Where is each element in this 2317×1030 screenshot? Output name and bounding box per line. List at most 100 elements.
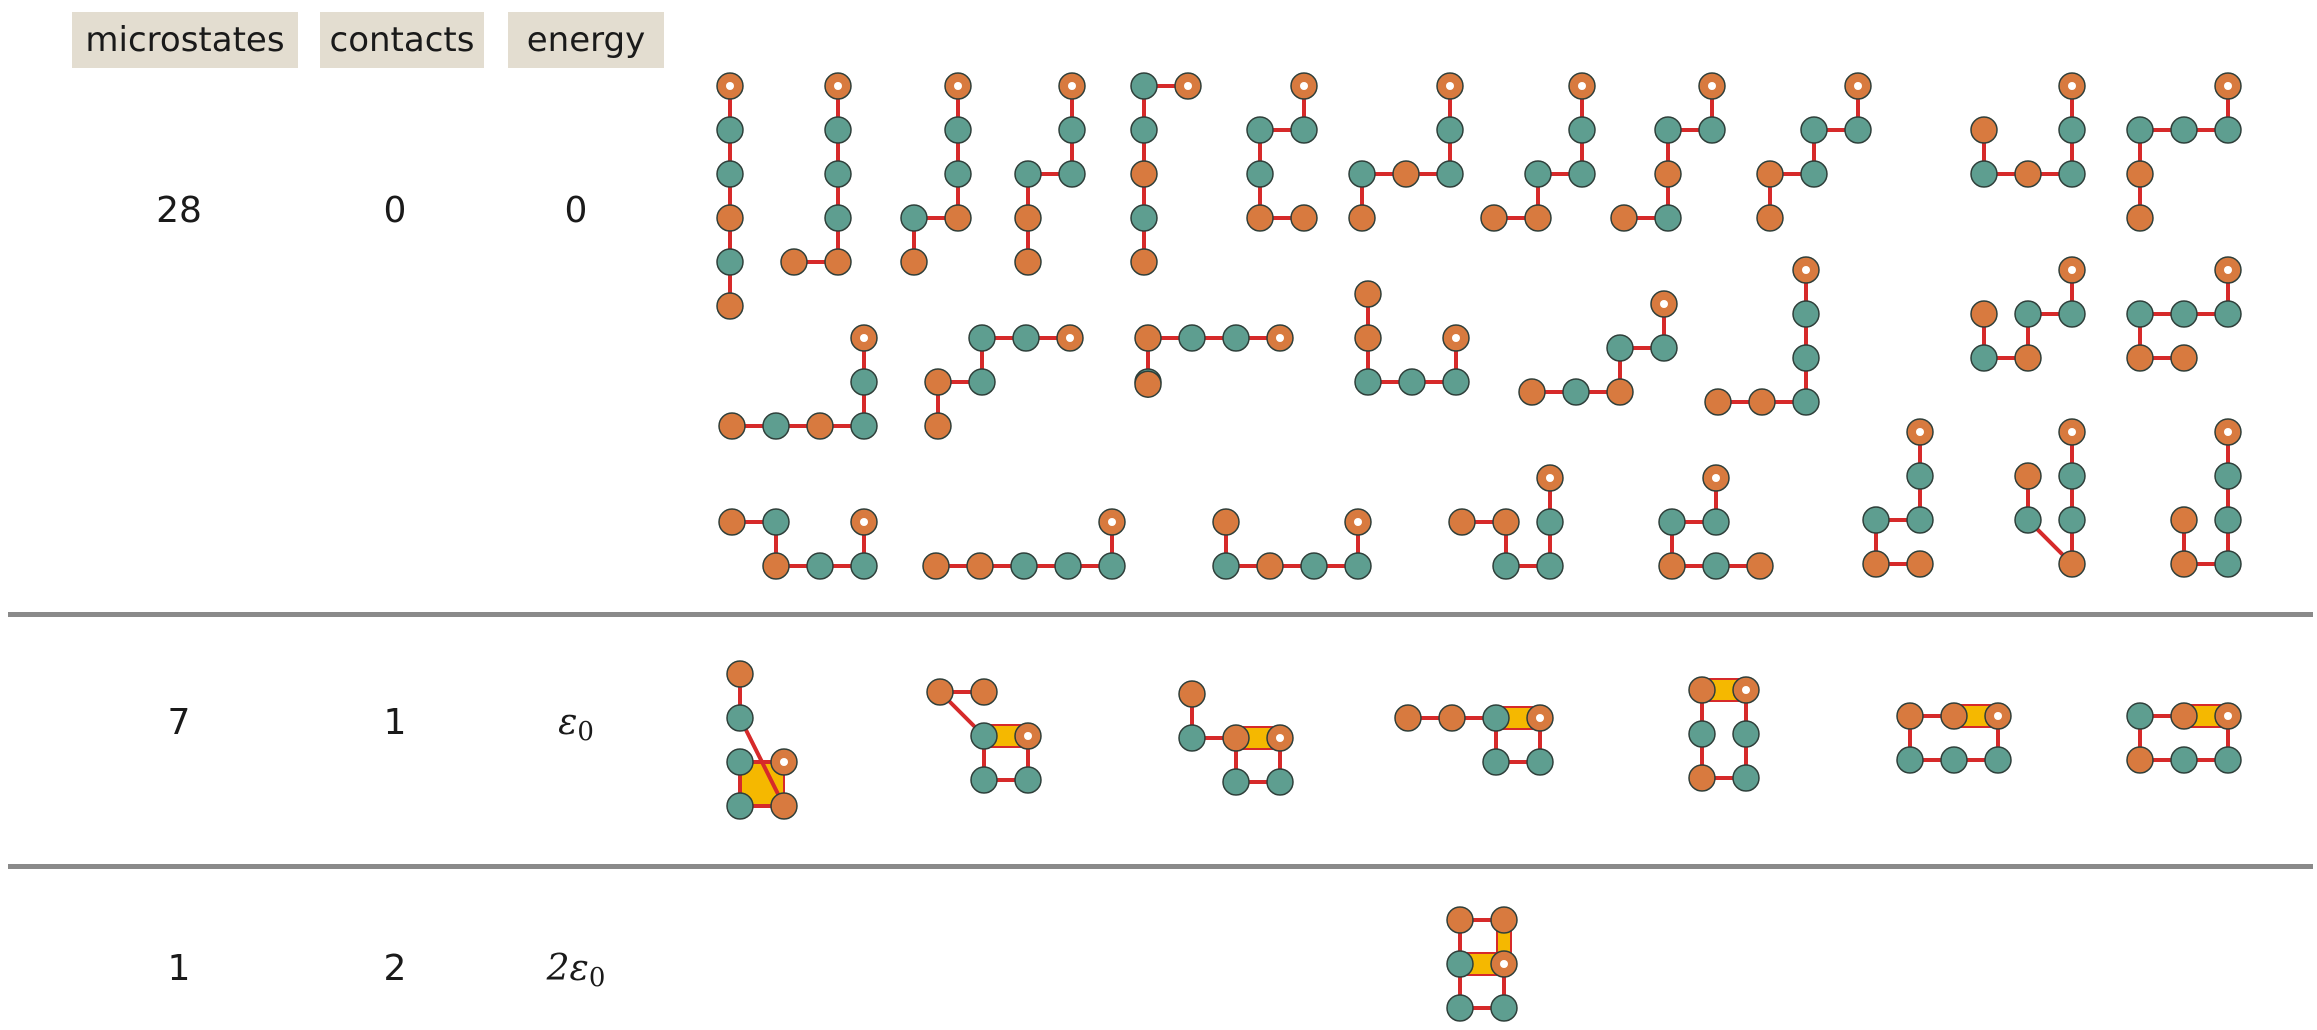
chain-end-marker	[1500, 960, 1508, 968]
conformation	[1688, 676, 1760, 792]
hydrophobic-bead	[1178, 724, 1206, 752]
conformation	[2126, 256, 2242, 372]
polar-bead	[1290, 204, 1318, 232]
backbone-bond	[738, 717, 786, 807]
polar-bead	[1354, 280, 1382, 308]
polar-bead	[2014, 344, 2042, 372]
polar-bead	[780, 248, 808, 276]
hydrophobic-bead	[1246, 160, 1274, 188]
conformation	[1448, 464, 1564, 580]
polar-bead	[2170, 702, 2198, 730]
hydrophobic-bead	[1702, 552, 1730, 580]
hydrophobic-bead	[2126, 300, 2154, 328]
hydrophobic-bead	[1844, 116, 1872, 144]
chain-end-marker	[1354, 518, 1362, 526]
hydrophobic-bead	[1446, 950, 1474, 978]
hydrophobic-bead	[1536, 508, 1564, 536]
chain-end-marker	[2224, 712, 2232, 720]
chain-end-marker	[860, 518, 868, 526]
conformation	[2126, 72, 2242, 232]
hydrophobic-bead	[806, 552, 834, 580]
polar-bead	[1896, 702, 1924, 730]
hydrophobic-bead	[1698, 116, 1726, 144]
conformation	[900, 72, 972, 276]
hydrophobic-bead	[2058, 300, 2086, 328]
hydrophobic-bead	[2170, 116, 2198, 144]
row2-energy: 2ε0	[506, 948, 646, 993]
hydrophobic-bead	[1792, 388, 1820, 416]
row2-contacts: 2	[383, 948, 407, 989]
row2-energy-coef: 2	[546, 948, 570, 989]
conformation	[1480, 72, 1596, 232]
chain-end-marker	[2068, 82, 2076, 90]
hydrophobic-bead	[1354, 368, 1382, 396]
conformation	[1014, 72, 1086, 276]
polar-bead	[966, 552, 994, 580]
hydrophobic-bead	[1896, 746, 1924, 774]
hydrophobic-bead	[850, 368, 878, 396]
conformation	[1354, 280, 1470, 396]
row2-energy-subscript: 0	[588, 963, 606, 993]
polar-bead	[1524, 204, 1552, 232]
hydrophobic-bead	[850, 552, 878, 580]
hydrophobic-bead	[1650, 334, 1678, 362]
polar-bead	[2126, 204, 2154, 232]
polar-bead	[1130, 248, 1158, 276]
hydrophobic-bead	[1984, 746, 2012, 774]
polar-bead	[1704, 388, 1732, 416]
hydrophobic-bead	[1266, 768, 1294, 796]
row-separator-2	[8, 864, 2313, 869]
hydrophobic-bead	[824, 116, 852, 144]
polar-bead	[1688, 676, 1716, 704]
hydrophobic-bead	[1524, 160, 1552, 188]
polar-bead	[2014, 160, 2042, 188]
hydrophobic-bead	[2126, 116, 2154, 144]
row0-contacts: 0	[383, 190, 407, 231]
row1-energy-subscript: 0	[577, 717, 594, 747]
conformation	[2014, 418, 2086, 578]
hydrophobic-bead	[1526, 748, 1554, 776]
hydrophobic-bead	[2014, 506, 2042, 534]
hydrophobic-bead	[1058, 160, 1086, 188]
hydrophobic-bead	[2126, 702, 2154, 730]
chain-end-marker	[1802, 266, 1810, 274]
chain-end-marker	[1108, 518, 1116, 526]
chain-end-marker	[1276, 734, 1284, 742]
polar-bead	[1756, 160, 1784, 188]
hydrophobic-bead	[1348, 160, 1376, 188]
polar-bead	[1178, 680, 1206, 708]
hydrophobic-bead	[1222, 324, 1250, 352]
row1-energy-symbol: ε	[558, 702, 578, 743]
polar-bead	[716, 204, 744, 232]
conformation	[716, 72, 744, 320]
polar-bead	[2170, 506, 2198, 534]
chain-end-marker	[834, 82, 842, 90]
hydrophobic-bead	[2214, 116, 2242, 144]
hydrophobic-bead	[1800, 160, 1828, 188]
row1-contacts: 1	[383, 702, 407, 743]
row2-microstates: 1	[167, 948, 191, 989]
polar-bead	[1746, 552, 1774, 580]
polar-bead	[716, 292, 744, 320]
chain-end-marker	[1994, 712, 2002, 720]
conformation	[1862, 418, 1934, 578]
hydrophobic-bead	[1014, 160, 1042, 188]
hydrophobic-bead	[970, 766, 998, 794]
row2-energy-symbol: ε	[569, 948, 589, 989]
hydrophobic-bead	[944, 116, 972, 144]
polar-bead	[924, 368, 952, 396]
hydrophobic-bead	[1568, 160, 1596, 188]
hydrophobic-bead	[968, 324, 996, 352]
row0-microstates: 28	[156, 190, 202, 231]
polar-bead	[1348, 204, 1376, 232]
hydrophobic-bead	[1906, 506, 1934, 534]
polar-bead	[1014, 204, 1042, 232]
chain-end-marker	[1300, 82, 1308, 90]
chain-end-marker	[1024, 732, 1032, 740]
row0-energy-value: 0	[564, 190, 588, 231]
hydrophobic-bead	[1130, 116, 1158, 144]
hydrophobic-bead	[716, 248, 744, 276]
conformation	[718, 508, 878, 580]
conformation	[1446, 906, 1518, 1022]
polar-bead	[1518, 378, 1546, 406]
